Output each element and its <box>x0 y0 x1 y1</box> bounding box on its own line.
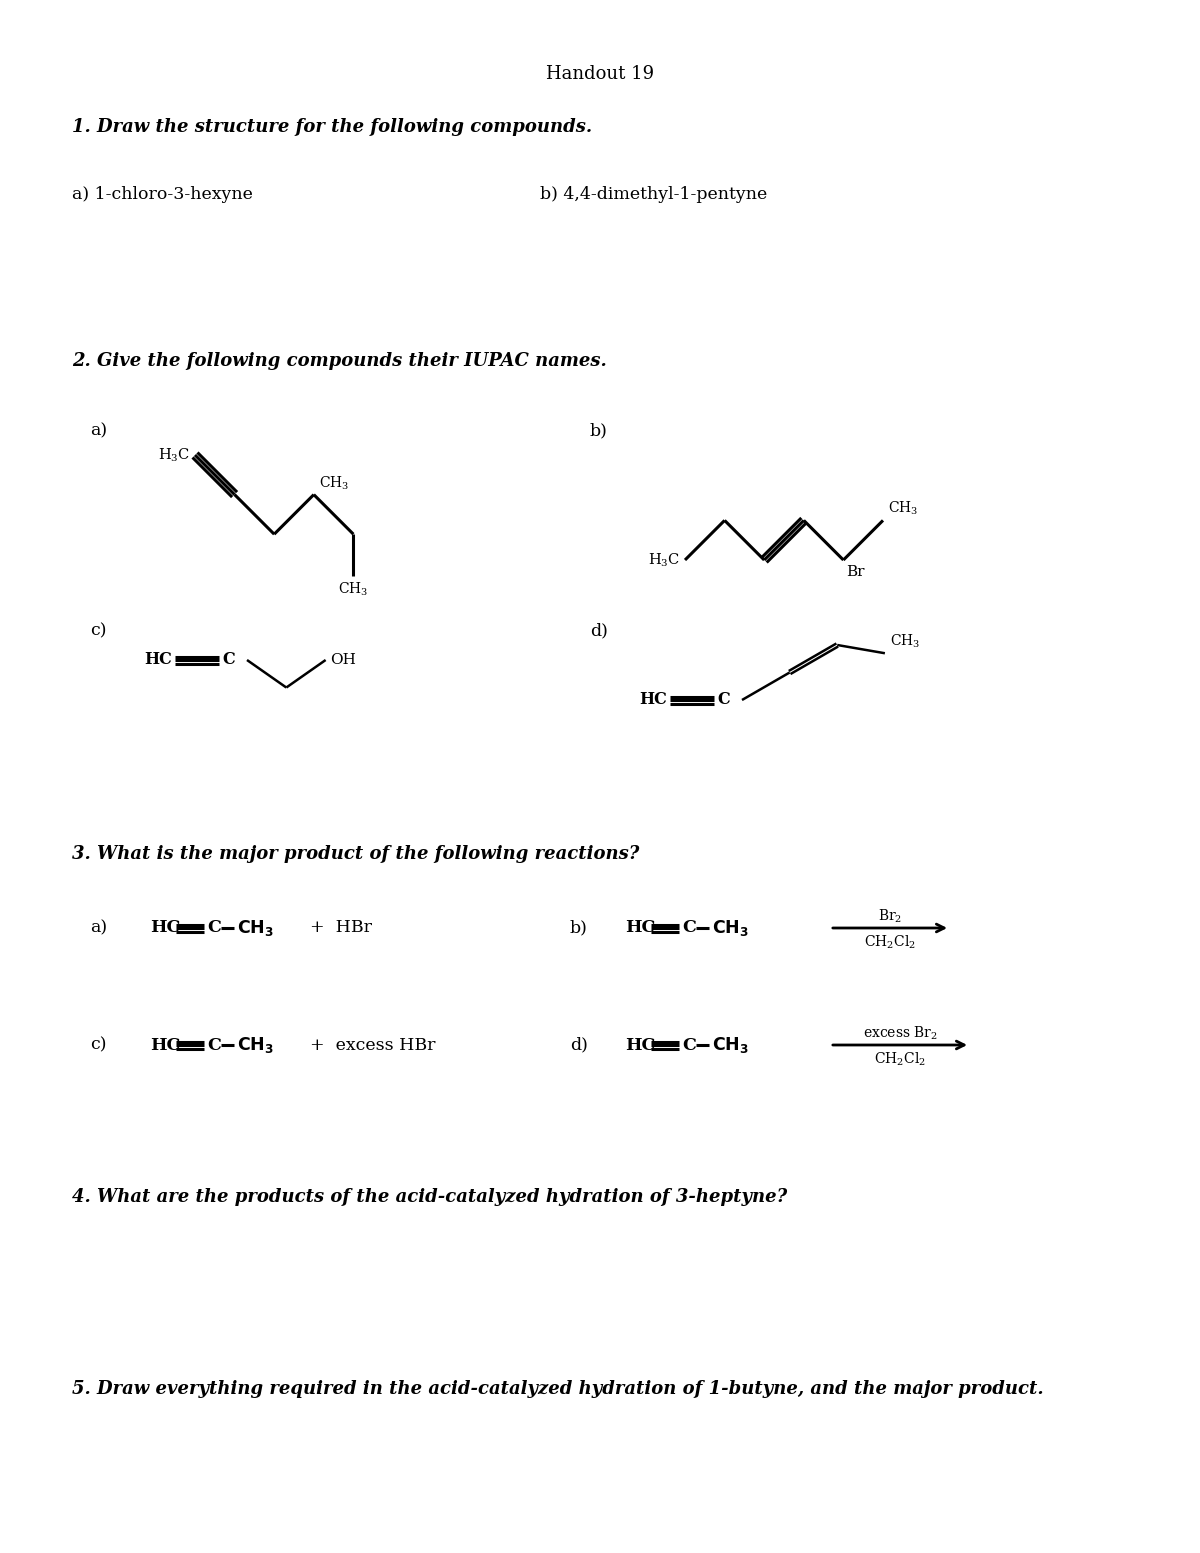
Text: HC: HC <box>640 691 667 708</box>
Text: d): d) <box>590 623 608 638</box>
Text: d): d) <box>570 1036 588 1053</box>
Text: $\mathregular{CH_3}$: $\mathregular{CH_3}$ <box>319 474 349 492</box>
Text: 3. What is the major product of the following reactions?: 3. What is the major product of the foll… <box>72 845 640 863</box>
Text: +  HBr: + HBr <box>310 919 372 936</box>
Text: Br: Br <box>846 565 865 579</box>
Text: $\mathbf{CH_3}$: $\mathbf{CH_3}$ <box>712 918 749 938</box>
Text: b) 4,4-dimethyl-1-pentyne: b) 4,4-dimethyl-1-pentyne <box>540 186 767 203</box>
Text: a) 1-chloro-3-hexyne: a) 1-chloro-3-hexyne <box>72 186 253 203</box>
Text: $\mathbf{CH_3}$: $\mathbf{CH_3}$ <box>238 918 274 938</box>
Text: Handout 19: Handout 19 <box>546 65 654 82</box>
Text: a): a) <box>90 422 107 439</box>
Text: C: C <box>208 919 221 936</box>
Text: a): a) <box>90 919 107 936</box>
Text: C: C <box>682 1036 696 1053</box>
Text: b): b) <box>590 422 608 439</box>
Text: $\mathregular{H_3C}$: $\mathregular{H_3C}$ <box>158 446 190 464</box>
Text: $\mathregular{CH_2Cl_2}$: $\mathregular{CH_2Cl_2}$ <box>874 1051 926 1068</box>
Text: OH: OH <box>330 652 355 666</box>
Text: $\mathregular{CH_3}$: $\mathregular{CH_3}$ <box>338 581 368 598</box>
Text: $\mathregular{CH_2Cl_2}$: $\mathregular{CH_2Cl_2}$ <box>864 933 916 952</box>
Text: C: C <box>222 652 235 668</box>
Text: +  excess HBr: + excess HBr <box>310 1036 436 1053</box>
Text: C: C <box>208 1036 221 1053</box>
Text: c): c) <box>90 623 107 638</box>
Text: C: C <box>682 919 696 936</box>
Text: 4. What are the products of the acid-catalyzed hydration of 3-heptyne?: 4. What are the products of the acid-cat… <box>72 1188 787 1207</box>
Text: HC: HC <box>625 919 655 936</box>
Text: HC: HC <box>144 652 172 668</box>
Text: $\mathbf{CH_3}$: $\mathbf{CH_3}$ <box>238 1034 274 1054</box>
Text: C: C <box>718 691 730 708</box>
Text: $\mathregular{excess\ Br_2}$: $\mathregular{excess\ Br_2}$ <box>863 1025 937 1042</box>
Text: $\mathregular{CH_3}$: $\mathregular{CH_3}$ <box>888 500 918 517</box>
Text: HC: HC <box>150 1036 180 1053</box>
Text: $\mathregular{Br_2}$: $\mathregular{Br_2}$ <box>878 907 902 926</box>
Text: $\mathbf{CH_3}$: $\mathbf{CH_3}$ <box>712 1034 749 1054</box>
Text: c): c) <box>90 1036 107 1053</box>
Text: b): b) <box>570 919 588 936</box>
Text: HC: HC <box>625 1036 655 1053</box>
Text: 1. Draw the structure for the following compounds.: 1. Draw the structure for the following … <box>72 118 592 137</box>
Text: 2. Give the following compounds their IUPAC names.: 2. Give the following compounds their IU… <box>72 353 607 370</box>
Text: 5. Draw everything required in the acid-catalyzed hydration of 1-butyne, and the: 5. Draw everything required in the acid-… <box>72 1381 1044 1398</box>
Text: $\mathregular{H_3C}$: $\mathregular{H_3C}$ <box>648 551 680 568</box>
Text: $\mathregular{CH_3}$: $\mathregular{CH_3}$ <box>890 634 920 651</box>
Text: HC: HC <box>150 919 180 936</box>
